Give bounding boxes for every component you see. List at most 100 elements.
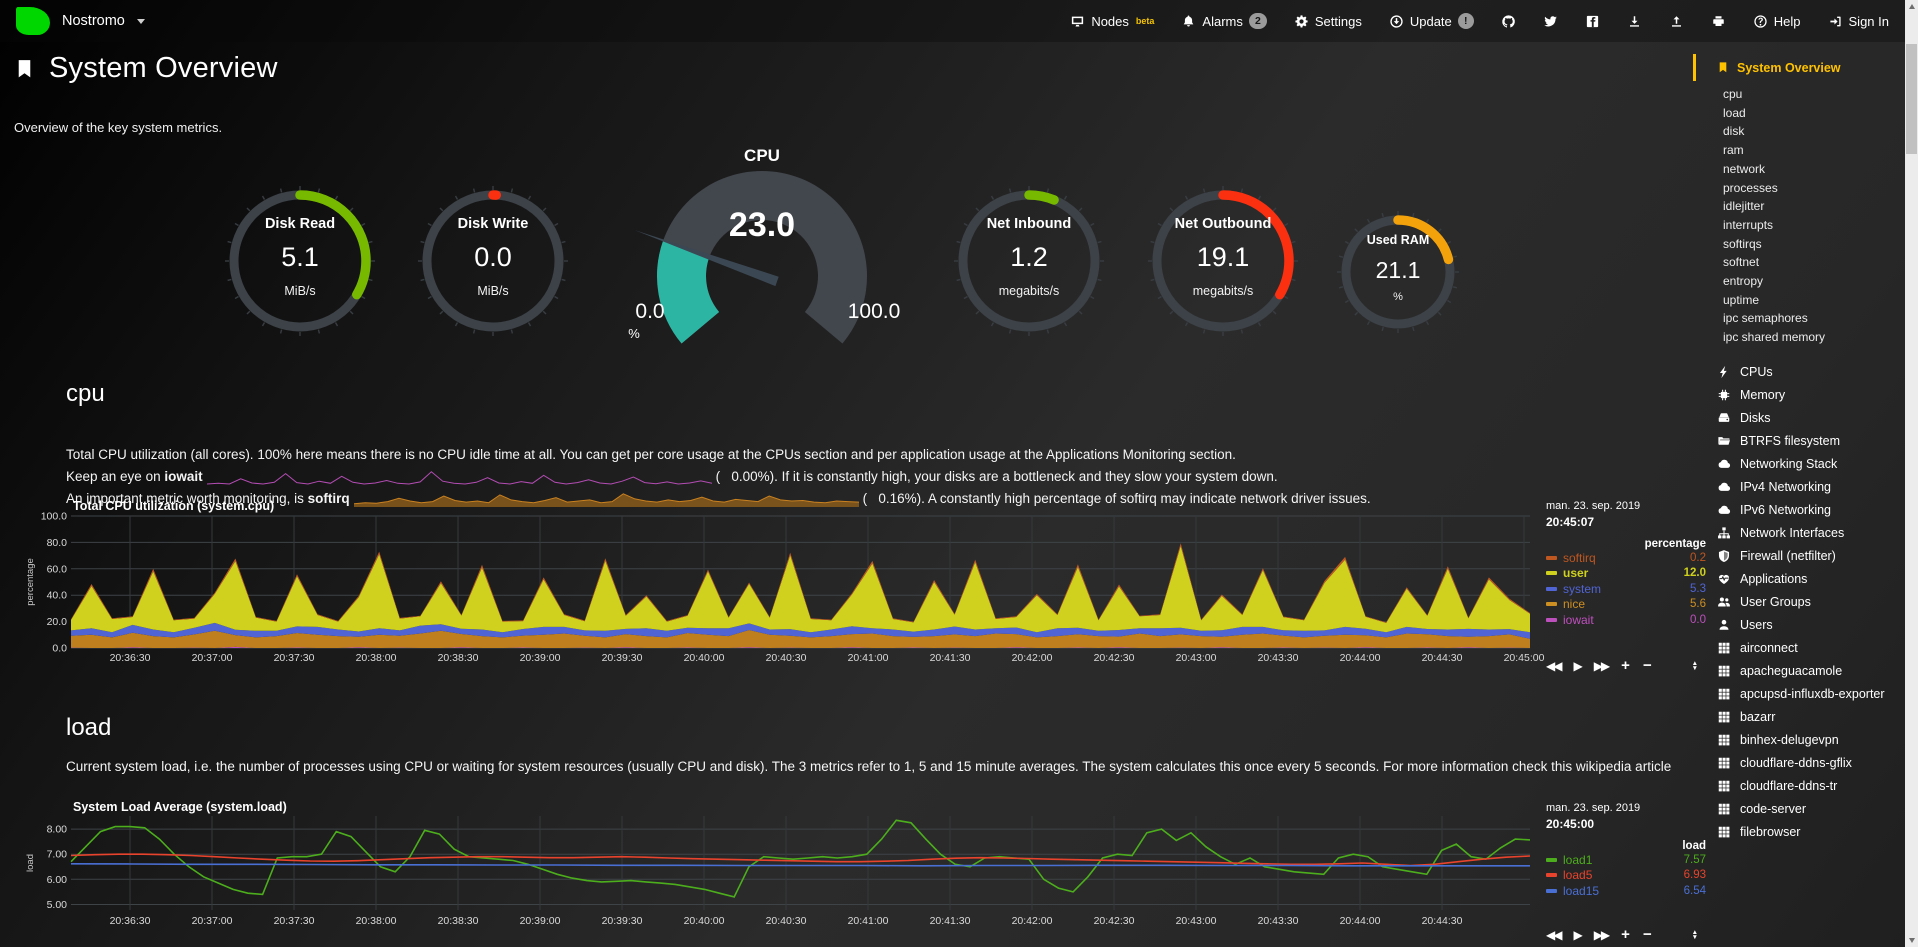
- sidebar-section-ipv4-networking[interactable]: IPv4 Networking: [1717, 479, 1905, 495]
- sections-sidebar: System Overview cpu load disk ram network pro…: [1693, 54, 1905, 847]
- sidebar-item-system-overview[interactable]: System Overview: [1693, 54, 1905, 81]
- sidebar-section-filebrowser[interactable]: filebrowser: [1717, 824, 1905, 840]
- import-button[interactable]: [1627, 14, 1642, 29]
- sidebar-subitem-uptime[interactable]: uptime: [1723, 292, 1760, 307]
- sidebar-subitem-ipc-semaphores[interactable]: ipc semaphores: [1723, 311, 1808, 326]
- cpu-chart-canvas[interactable]: 100.0 80.0 60.0 40.0 20.0 0.0 20:36:30 20:37:00…: [25, 498, 1545, 670]
- node-selector[interactable]: Nostromo: [16, 7, 145, 35]
- load-legend-load1[interactable]: load1 7.57: [1546, 852, 1708, 868]
- sidebar-section-users[interactable]: Users: [1717, 617, 1905, 633]
- sidebar-subitem-ipc-shared-memory[interactable]: ipc shared memory: [1723, 330, 1826, 345]
- sidebar-section-apcupsd-influxdb-exporter[interactable]: apcupsd-influxdb-exporter: [1717, 686, 1905, 702]
- sidebar-section-user-groups[interactable]: User Groups: [1717, 594, 1905, 610]
- gear-icon: [1294, 14, 1309, 29]
- resize-handle[interactable]: ▲ ▼: [1691, 659, 1698, 672]
- sidebar-section-airconnect[interactable]: airconnect: [1717, 640, 1905, 656]
- nav-signin[interactable]: Sign In: [1828, 14, 1889, 29]
- wikipedia-link[interactable]: wikipedia article: [1575, 758, 1672, 774]
- play-button[interactable]: ▶: [1573, 927, 1582, 942]
- disk-read-unit: MiB/s: [284, 284, 316, 298]
- sidebar-section-networking-stack[interactable]: Networking Stack: [1717, 456, 1905, 472]
- pan-forward-button[interactable]: ▶▶: [1593, 658, 1611, 673]
- cloud-icon: [1717, 456, 1731, 472]
- pan-forward-button[interactable]: ▶▶: [1593, 927, 1611, 942]
- cpu-legend-system[interactable]: system 5.3: [1546, 581, 1708, 597]
- sidebar-section-firewall-netfilter-[interactable]: Firewall (netfilter): [1717, 548, 1905, 564]
- zoom-out-button[interactable]: −: [1642, 657, 1652, 674]
- cpu-legend-iowait[interactable]: iowait 0.0: [1546, 612, 1708, 628]
- page-scrollbar[interactable]: [1905, 0, 1918, 947]
- zoom-in-button[interactable]: +: [1621, 657, 1630, 674]
- sidebar-subitem-network[interactable]: network: [1723, 161, 1766, 176]
- scroll-up-arrow[interactable]: [1905, 0, 1918, 13]
- sidebar-subitem-idlejitter[interactable]: idlejitter: [1723, 199, 1765, 214]
- net-inbound-title: Net Inbound: [986, 216, 1072, 232]
- scrollbar-thumb[interactable]: [1906, 44, 1917, 154]
- sidebar-subitem-interrupts[interactable]: interrupts: [1723, 217, 1774, 232]
- sidebar-section-btrfs-filesystem[interactable]: BTRFS filesystem: [1717, 433, 1905, 449]
- sidebar-subitem-softnet[interactable]: softnet: [1723, 255, 1760, 270]
- nav-nodes[interactable]: Nodes beta: [1070, 14, 1154, 29]
- scroll-down-arrow[interactable]: [1905, 934, 1918, 947]
- resize-handle[interactable]: ▲ ▼: [1691, 928, 1698, 941]
- chart-date: man. 23. sep. 2019: [1546, 500, 1641, 512]
- zoom-in-button[interactable]: +: [1621, 926, 1630, 943]
- nav-update[interactable]: Update!: [1389, 13, 1474, 29]
- sidebar-section-apacheguacamole[interactable]: apacheguacamole: [1717, 663, 1905, 679]
- twitter-link[interactable]: [1543, 14, 1558, 29]
- svg-text:20:44:00: 20:44:00: [1340, 652, 1381, 664]
- cpu-legend-nice[interactable]: nice 5.6: [1546, 597, 1708, 613]
- sidebar-subitem-softirqs[interactable]: softirqs: [1723, 236, 1762, 251]
- github-link[interactable]: [1501, 14, 1516, 29]
- sidebar-section-network-interfaces[interactable]: Network Interfaces: [1717, 525, 1905, 541]
- sidebar-subitem-cpu[interactable]: cpu: [1723, 87, 1743, 101]
- play-button[interactable]: ▶: [1573, 658, 1582, 673]
- print-button[interactable]: [1711, 14, 1726, 29]
- download-icon: [1627, 14, 1642, 29]
- net-outbound-gauge-chart[interactable]: Net Outbound 19.1 megabits/s: [1148, 186, 1298, 336]
- legend-units-header: load: [1682, 840, 1706, 852]
- sidebar-subitem-processes[interactable]: processes: [1723, 180, 1778, 195]
- used-ram-gauge-chart[interactable]: Used RAM 21.1 %: [1337, 211, 1459, 333]
- cpu-legend-user[interactable]: user 12.0: [1546, 566, 1708, 582]
- sidebar-section-disks[interactable]: Disks: [1717, 410, 1905, 426]
- export-button[interactable]: [1669, 14, 1684, 29]
- sidebar-section-applications[interactable]: Applications: [1717, 571, 1905, 587]
- cpu-gauge-chart[interactable]: CPU 23.0 0.0 100.0 %: [602, 118, 922, 350]
- nav-help[interactable]: Help: [1753, 14, 1801, 29]
- sidebar-subitem-ram[interactable]: ram: [1723, 143, 1744, 158]
- update-badge: !: [1457, 13, 1474, 29]
- navbar-menu: Nodes beta Alarms 2 Settings Update! Help …: [1070, 13, 1889, 29]
- net-inbound-gauge-chart[interactable]: Net Inbound 1.2 megabits/s: [954, 186, 1104, 336]
- load-legend-load15[interactable]: load15 6.54: [1546, 883, 1708, 899]
- sidebar-section-ipv6-networking[interactable]: IPv6 Networking: [1717, 502, 1905, 518]
- facebook-icon: [1585, 14, 1600, 29]
- sidebar-section-code-server[interactable]: code-server: [1717, 801, 1905, 817]
- nav-settings[interactable]: Settings: [1294, 14, 1362, 29]
- sidebar-section-cpus[interactable]: CPUs: [1717, 364, 1905, 380]
- sidebar-section-cloudflare-ddns-tr[interactable]: cloudflare-ddns-tr: [1717, 778, 1905, 794]
- load-chart-canvas[interactable]: 8.00 7.00 6.00 5.00 20:36:30 20:37:00 20:37:30…: [25, 800, 1540, 938]
- disk-write-gauge-chart[interactable]: Disk Write 0.0 MiB/s: [418, 186, 568, 336]
- zoom-out-button[interactable]: −: [1642, 926, 1652, 943]
- sidebar-subitem-load[interactable]: load: [1723, 105, 1746, 120]
- sidebar-subitem-disk[interactable]: disk: [1723, 124, 1745, 139]
- svg-text:20:39:30: 20:39:30: [602, 915, 643, 927]
- sidebar-section-binhex-delugevpn[interactable]: binhex-delugevpn: [1717, 732, 1905, 748]
- nav-alarms[interactable]: Alarms 2: [1181, 13, 1267, 29]
- users-icon: [1717, 594, 1731, 610]
- cpu-legend-softirq[interactable]: softirq 0.2: [1546, 550, 1708, 566]
- user-icon: [1717, 617, 1731, 633]
- svg-text:20:39:00: 20:39:00: [520, 915, 561, 927]
- load-legend-load5[interactable]: load5 6.93: [1546, 868, 1708, 884]
- disk-read-gauge-chart[interactable]: Disk Read 5.1 MiB/s: [225, 186, 375, 336]
- sidebar-section-cloudflare-ddns-gflix[interactable]: cloudflare-ddns-gflix: [1717, 755, 1905, 771]
- sidebar-section-memory[interactable]: Memory: [1717, 387, 1905, 403]
- svg-text:20:39:00: 20:39:00: [520, 652, 561, 664]
- load-chart: 8.00 7.00 6.00 5.00 20:36:30 20:37:00 20:37:30…: [25, 800, 1708, 945]
- sidebar-subitem-entropy[interactable]: entropy: [1723, 274, 1764, 289]
- facebook-link[interactable]: [1585, 14, 1600, 29]
- pan-backward-button[interactable]: ◀◀: [1546, 927, 1563, 942]
- pan-backward-button[interactable]: ◀◀: [1546, 658, 1563, 673]
- sidebar-section-bazarr[interactable]: bazarr: [1717, 709, 1905, 725]
